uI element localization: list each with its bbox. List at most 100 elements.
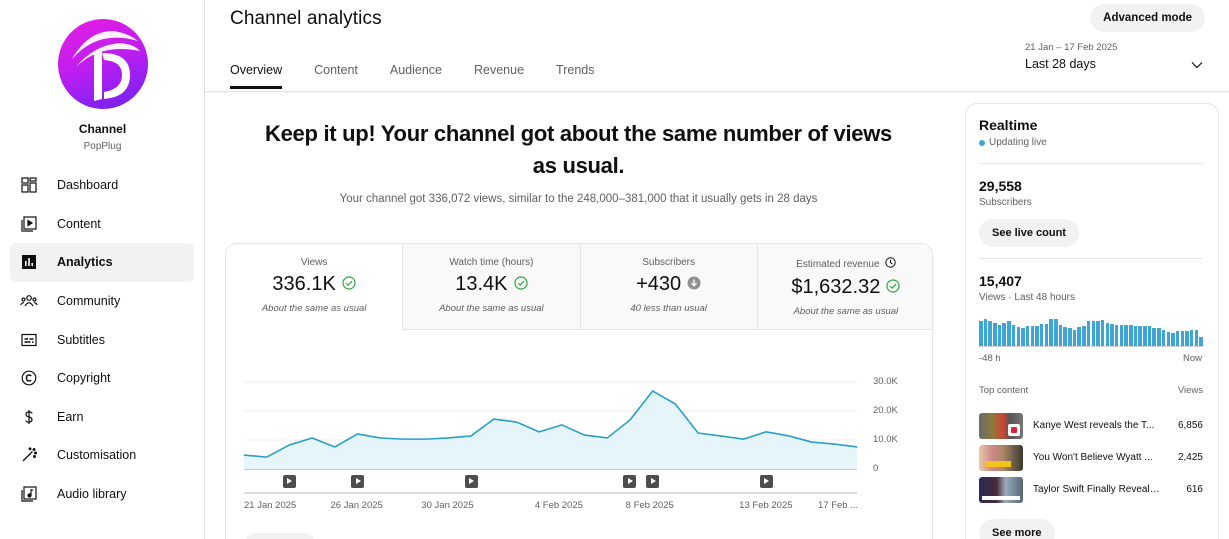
hourly-views-bar[interactable]: [1068, 328, 1072, 346]
realtime-title: Realtime: [979, 117, 1038, 133]
hourly-views-bar[interactable]: [1133, 326, 1138, 346]
hourly-views-bar[interactable]: [983, 319, 988, 346]
sidebar-item-subtitles[interactable]: Subtitles: [10, 320, 194, 359]
video-thumbnail: [979, 445, 1023, 471]
hourly-views-bar[interactable]: [1199, 337, 1203, 346]
channel-name: Channel: [78, 122, 127, 136]
tab-overview[interactable]: Overview: [230, 55, 283, 89]
clock-icon[interactable]: [884, 257, 896, 271]
hourly-views-bar[interactable]: [979, 321, 983, 346]
hourly-views-bar[interactable]: [1072, 330, 1077, 346]
sidebar-item-dashboard[interactable]: Dashboard: [10, 166, 194, 205]
hourly-views-bar[interactable]: [1063, 327, 1067, 346]
date-range-picker[interactable]: 21 Jan – 17 Feb 2025 Last 28 days: [1025, 42, 1205, 82]
top-content-item[interactable]: Kanye West reveals the T... 6,856: [979, 413, 1203, 439]
sidebar-item-earn[interactable]: Earn: [10, 398, 194, 437]
hourly-views-bar[interactable]: [1119, 325, 1124, 346]
hourly-views-bar[interactable]: [1124, 325, 1128, 346]
metrics-card: Views 336.1K About the same as usual Wat…: [225, 243, 933, 539]
see-more-button[interactable]: See more: [979, 519, 1055, 539]
hourly-views-bar[interactable]: [1147, 326, 1152, 346]
live-dot-icon: [979, 139, 985, 146]
arrow-down-circle-icon: [687, 273, 701, 296]
advanced-mode-button[interactable]: Advanced mode: [1090, 4, 1205, 32]
video-publish-marker-icon[interactable]: [464, 475, 478, 488]
hourly-views-bar[interactable]: [993, 323, 997, 346]
sidebar-item-label: Copyright: [57, 371, 111, 386]
hourly-views-bar[interactable]: [1054, 319, 1058, 346]
hourly-views-bar[interactable]: [1021, 328, 1025, 346]
hourly-views-bar[interactable]: [1035, 326, 1039, 346]
tab-content[interactable]: Content: [314, 63, 358, 77]
y-tick-label: 10.0K: [873, 434, 898, 445]
see-more-button[interactable]: [245, 533, 315, 539]
y-tick-label: 0: [873, 463, 879, 474]
video-publish-marker-icon[interactable]: [646, 475, 660, 488]
hourly-views-bar[interactable]: [1016, 327, 1020, 346]
hourly-views-bar[interactable]: [1049, 319, 1053, 346]
tab-audience[interactable]: Audience: [389, 63, 442, 77]
video-publish-marker-icon[interactable]: [351, 475, 365, 488]
hourly-views-bar[interactable]: [1185, 331, 1189, 346]
hourly-views-bar[interactable]: [1096, 321, 1100, 346]
sidebar-item-analytics[interactable]: Analytics: [10, 243, 194, 282]
sidebar-item-customisation[interactable]: Customisation: [10, 436, 194, 475]
sidebar-item-label: Earn: [57, 409, 84, 424]
hourly-views-bar[interactable]: [1086, 321, 1091, 346]
sidebar-item-audio-library[interactable]: Audio library: [10, 475, 194, 514]
hourly-views-bar[interactable]: [1110, 324, 1114, 346]
hourly-views-bar[interactable]: [1002, 323, 1006, 346]
hourly-views-bar[interactable]: [1058, 325, 1063, 346]
sidebar-item-copyright[interactable]: Copyright: [10, 359, 194, 398]
mini-axis-start: -48 h: [979, 353, 1001, 364]
channel-avatar[interactable]: [58, 19, 148, 109]
hourly-views-bar[interactable]: [1100, 320, 1105, 346]
hourly-views-bar[interactable]: [1171, 333, 1175, 346]
top-content-item[interactable]: You Won't Believe Wyatt ... 2,425: [979, 445, 1203, 471]
hourly-views-bar[interactable]: [1030, 326, 1035, 346]
hourly-views-bar[interactable]: [1091, 321, 1095, 346]
hourly-views-bar[interactable]: [1025, 326, 1030, 346]
hourly-views-bar[interactable]: [1166, 332, 1170, 346]
video-publish-marker-icon[interactable]: [759, 475, 773, 488]
hourly-views-bar[interactable]: [1011, 325, 1016, 346]
metric-tab-subscribers[interactable]: Subscribers +430 40 less than usual: [580, 244, 758, 330]
video-publish-marker-icon[interactable]: [282, 475, 296, 488]
community-icon: [20, 292, 38, 310]
sidebar-item-community[interactable]: Community: [10, 282, 194, 321]
tab-trends[interactable]: Trends: [556, 63, 595, 77]
hourly-views-bar[interactable]: [997, 325, 1002, 346]
hourly-views-bar[interactable]: [1189, 330, 1194, 346]
views-chart[interactable]: 30.0K 20.0K 10.0K 0 21 Jan 2025 26 Jan 2025 3…: [226, 330, 932, 539]
hourly-views-bar[interactable]: [1194, 330, 1199, 346]
hourly-views-bar[interactable]: [1157, 328, 1161, 346]
hourly-views-bar[interactable]: [1175, 331, 1180, 346]
metric-tab-estimated-revenue[interactable]: Estimated revenue $1,632.32 About the sa…: [757, 244, 932, 330]
hourly-views-bar[interactable]: [1007, 321, 1011, 346]
top-content-header: Top content Views: [979, 385, 1203, 396]
hourly-views-bar[interactable]: [1138, 326, 1142, 346]
hourly-views-bar[interactable]: [1039, 324, 1044, 346]
hourly-views-bar[interactable]: [1152, 328, 1156, 346]
metric-tab-watch-time[interactable]: Watch time (hours) 13.4K About the same …: [403, 244, 581, 330]
hourly-views-bar[interactable]: [1044, 324, 1049, 346]
metric-tab-views[interactable]: Views 336.1K About the same as usual: [226, 244, 404, 330]
metric-value: $1,632.32: [791, 276, 881, 298]
sidebar-item-label: Subtitles: [57, 332, 105, 347]
hourly-views-bar[interactable]: [988, 321, 992, 346]
tab-revenue[interactable]: Revenue: [474, 63, 525, 77]
hourly-views-bar[interactable]: [1161, 330, 1166, 346]
hourly-views-bar[interactable]: [1082, 326, 1086, 346]
sidebar-item-content[interactable]: Content: [10, 205, 194, 244]
hourly-views-bar[interactable]: [1129, 325, 1133, 346]
top-content-item[interactable]: Taylor Swift Finally Reveals... 616: [979, 477, 1203, 503]
see-live-count-button[interactable]: See live count: [979, 219, 1079, 247]
hourly-views-bar[interactable]: [1105, 323, 1110, 346]
chevron-down-icon: [1191, 56, 1203, 74]
video-publish-marker-icon[interactable]: [623, 475, 637, 488]
hourly-views-bar[interactable]: [1114, 325, 1119, 346]
hourly-views-bar[interactable]: [1180, 331, 1185, 346]
hourly-views-bar[interactable]: [1143, 326, 1147, 346]
hourly-views-bar[interactable]: [1077, 327, 1081, 346]
analytics-icon: [20, 253, 38, 271]
